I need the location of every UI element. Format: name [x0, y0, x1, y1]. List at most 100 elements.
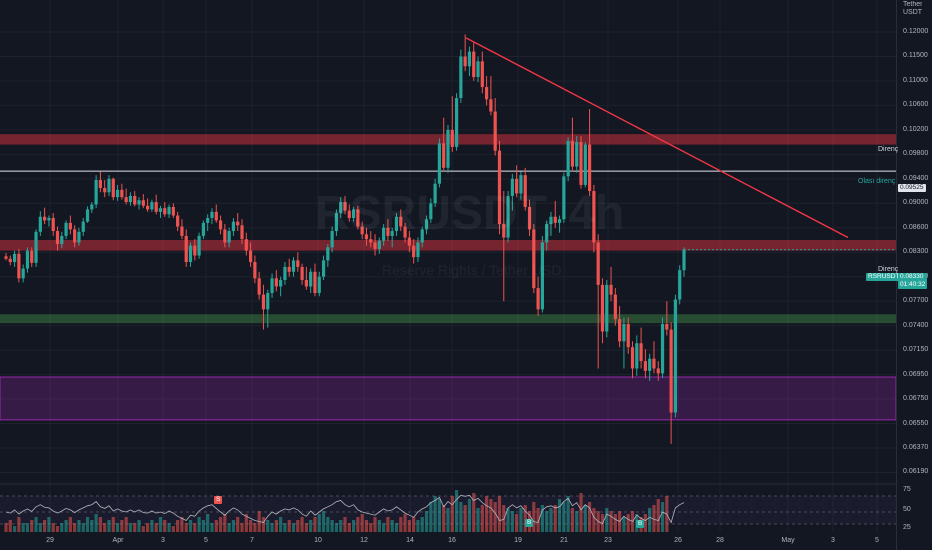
candle-body	[77, 231, 81, 243]
volume-bar	[407, 520, 411, 532]
volume-bar	[420, 517, 424, 532]
price-tick: 0.12000	[903, 28, 929, 35]
candle-body	[158, 208, 163, 212]
candle-body	[562, 176, 566, 220]
candle-body	[545, 224, 549, 243]
candle-body	[244, 239, 248, 251]
candle-body	[442, 143, 446, 168]
candle-body	[12, 253, 17, 263]
volume-bar	[382, 523, 386, 532]
watermark-name: Reserve Rights / Tether USD	[382, 262, 562, 278]
candle-body	[8, 258, 12, 263]
volume-bar	[648, 508, 652, 532]
volume-bar	[253, 523, 257, 532]
price-tick: 0.10600	[903, 101, 929, 109]
candle-body	[309, 271, 313, 287]
candle-body	[673, 299, 678, 413]
candle-body	[652, 358, 656, 369]
volume-bar	[497, 496, 502, 532]
candle-body	[171, 206, 175, 216]
currency-label: Tether USDT	[903, 1, 922, 17]
candle-body	[600, 284, 605, 332]
candle-body	[223, 229, 227, 243]
candle-body	[98, 180, 103, 188]
volume-bar	[592, 508, 596, 532]
price-tick: 0.06550	[903, 419, 929, 427]
candle-body	[210, 211, 214, 218]
volume-bar	[146, 523, 150, 532]
candle-body	[682, 249, 686, 271]
volume-bar	[416, 520, 420, 532]
candle-body	[669, 329, 673, 413]
volume-bar	[287, 520, 291, 532]
candle-body	[218, 220, 223, 230]
candle-body	[150, 202, 154, 210]
candle-body	[446, 129, 450, 168]
candle-body	[360, 226, 364, 235]
candle-body	[279, 279, 283, 287]
volume-bar	[532, 502, 536, 532]
candle-body	[21, 268, 25, 279]
volume-bar	[536, 508, 540, 532]
price-tick: 0.07700	[903, 297, 929, 305]
candle-body	[253, 262, 257, 279]
volume-bar	[94, 514, 98, 532]
volume-bar	[622, 517, 626, 532]
candle-body	[369, 239, 373, 243]
price-tick: 0.06750	[903, 395, 929, 403]
volume-bar	[652, 505, 656, 532]
candle-body	[454, 98, 459, 148]
current-price-badge: 0.08330 01:40:32	[898, 273, 928, 289]
volume-bar	[579, 493, 583, 532]
candle-body	[34, 231, 38, 263]
candle-body	[38, 216, 42, 232]
volume-bar	[626, 514, 630, 532]
candle-body	[68, 222, 72, 230]
volume-bar	[437, 499, 442, 532]
volume-bar	[356, 517, 360, 532]
date-tick: 7	[250, 537, 254, 544]
candle-body	[403, 226, 407, 238]
candle-body	[197, 235, 201, 256]
candle-body	[476, 61, 480, 78]
volume-bar	[660, 502, 665, 532]
volume-bar	[545, 511, 549, 532]
candle-body	[557, 219, 562, 223]
volume-bar	[158, 517, 163, 532]
price-tick: 0.08300	[903, 248, 929, 256]
volume-bar	[201, 520, 205, 532]
candle-body	[570, 140, 575, 167]
volume-bar	[47, 517, 51, 532]
volume-bar	[540, 505, 544, 532]
candle-body	[231, 221, 236, 232]
volume-bar	[279, 517, 283, 532]
indicator-tick: 50	[903, 506, 911, 513]
volume-bar	[107, 520, 111, 532]
volume-bar	[223, 514, 227, 532]
volume-bar	[51, 523, 55, 532]
chart-canvas[interactable]	[0, 0, 896, 550]
candle-body	[146, 205, 150, 210]
volume-bar	[360, 514, 364, 532]
volume-bar	[197, 517, 201, 532]
volume-bar	[304, 523, 308, 532]
date-tick: 10	[314, 537, 322, 544]
volume-bar	[4, 523, 8, 532]
volume-bar	[231, 520, 236, 532]
candle-body	[643, 361, 647, 371]
demand-zone	[0, 376, 896, 421]
volume-bar	[176, 520, 180, 532]
candle-body	[618, 319, 622, 342]
candle-body	[493, 111, 497, 151]
candle-body	[532, 229, 536, 289]
candle-body	[339, 202, 343, 214]
candle-body	[17, 253, 21, 279]
volume-bar	[454, 490, 459, 532]
candle-body	[648, 358, 652, 371]
candle-body	[386, 227, 390, 236]
candle-body	[107, 178, 111, 193]
volume-bar	[150, 520, 154, 532]
candle-body	[330, 231, 334, 248]
candle-body	[317, 276, 321, 294]
